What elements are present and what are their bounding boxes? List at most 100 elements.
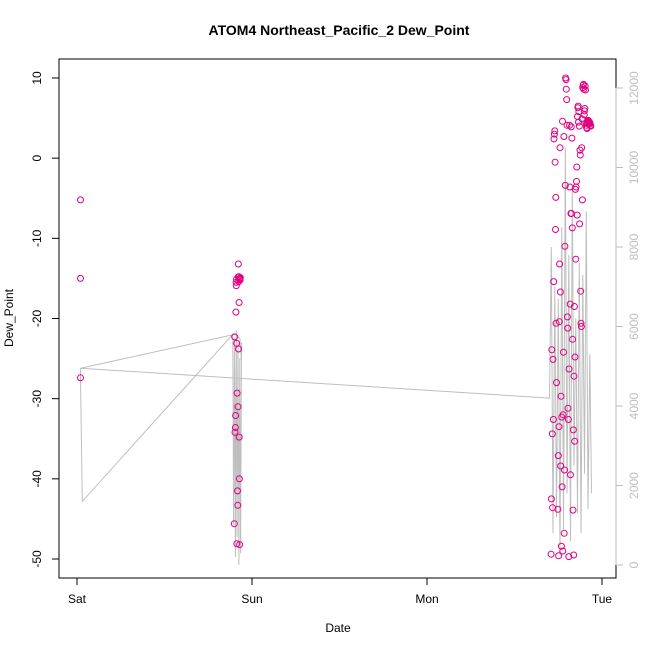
data-point <box>564 404 572 412</box>
data-point <box>551 158 559 166</box>
data-point <box>561 242 569 250</box>
data-point <box>550 278 558 286</box>
data-point <box>560 133 568 140</box>
data-point <box>572 255 580 263</box>
data-point <box>550 135 558 143</box>
data-point <box>563 313 571 321</box>
y2-tick-label: 8000 <box>627 233 641 260</box>
series-polyline <box>80 147 592 566</box>
data-point <box>231 428 239 436</box>
data-point <box>233 389 241 397</box>
data-point <box>560 348 567 356</box>
y2-tick-label: 10000 <box>627 150 641 184</box>
data-point <box>547 495 555 503</box>
data-point <box>552 193 560 201</box>
data-point <box>561 466 568 474</box>
data-point <box>555 423 563 431</box>
data-point <box>565 553 573 561</box>
data-point <box>548 346 556 354</box>
data-point <box>566 121 573 129</box>
data-point <box>554 452 562 460</box>
data-point <box>564 416 572 423</box>
data-point <box>552 226 559 233</box>
data-point <box>558 483 566 491</box>
data-point <box>547 550 555 558</box>
data-point <box>571 353 579 361</box>
data-point <box>567 471 574 479</box>
data-point <box>235 299 243 306</box>
data-point <box>77 374 84 382</box>
data-point <box>564 324 572 332</box>
data-point <box>587 122 595 130</box>
data-point <box>569 506 577 514</box>
data-point <box>231 424 239 431</box>
data-point <box>577 323 585 330</box>
data-point <box>576 220 584 228</box>
series-line <box>80 147 592 566</box>
data-point <box>563 96 571 104</box>
data-point <box>563 121 571 129</box>
data-point <box>548 430 556 438</box>
data-point <box>234 487 241 495</box>
data-point <box>581 105 589 112</box>
y2-tick-label: 0 <box>627 561 641 568</box>
data-point <box>559 411 567 419</box>
data-point <box>556 260 564 268</box>
data-point <box>582 86 589 94</box>
data-point <box>232 308 240 316</box>
x-axis: Sat Sun Mon Tue <box>68 577 613 606</box>
data-point <box>570 372 578 380</box>
data-point <box>231 333 239 341</box>
data-point <box>578 196 586 204</box>
y2-tick-label: 2000 <box>627 472 641 499</box>
data-point <box>556 144 564 152</box>
data-point <box>581 82 589 90</box>
x-tick-label: Sun <box>241 592 262 606</box>
y-tick-label: -30 <box>30 390 44 408</box>
data-point <box>569 335 577 343</box>
data-point <box>567 123 575 131</box>
data-point <box>233 540 241 548</box>
data-point <box>551 127 559 135</box>
data-point <box>581 107 588 115</box>
data-point <box>232 412 240 419</box>
y2-tick-label: 12000 <box>627 71 641 105</box>
data-point <box>571 437 579 445</box>
x-tick-label: Tue <box>592 592 613 606</box>
data-point <box>557 542 565 550</box>
y2-tick-label: 4000 <box>627 392 641 419</box>
data-point <box>573 163 581 171</box>
data-point <box>568 224 576 232</box>
data-point <box>554 505 562 513</box>
data-point <box>573 177 580 185</box>
data-point <box>556 288 564 296</box>
data-point <box>557 392 565 400</box>
y-tick-label: -10 <box>30 229 44 247</box>
y-tick-label: -20 <box>30 310 44 328</box>
y2-tick-label: 6000 <box>627 313 641 340</box>
data-point <box>77 196 84 204</box>
data-point <box>236 541 244 549</box>
y-tick-label: -40 <box>30 470 44 488</box>
data-point <box>569 426 577 434</box>
data-point <box>234 260 242 268</box>
data-point <box>570 551 578 559</box>
data-point <box>234 501 242 509</box>
data-point <box>562 76 570 84</box>
data-point <box>236 276 244 284</box>
data-point <box>550 130 558 138</box>
data-point <box>235 345 242 353</box>
plot-frame <box>58 58 617 579</box>
data-point <box>77 274 84 282</box>
data-point <box>570 303 578 310</box>
series-points <box>77 74 595 561</box>
data-point <box>577 287 585 295</box>
chart-title: ATOM4 Northeast_Pacific_2 Dew_Point <box>209 22 470 38</box>
data-point <box>549 355 557 363</box>
x-tick-label: Sat <box>68 592 87 606</box>
y-axis-right: 0 2000 4000 6000 8000 10000 12000 <box>615 71 641 568</box>
data-point <box>235 433 243 441</box>
data-point <box>562 85 570 93</box>
data-point <box>575 122 583 130</box>
